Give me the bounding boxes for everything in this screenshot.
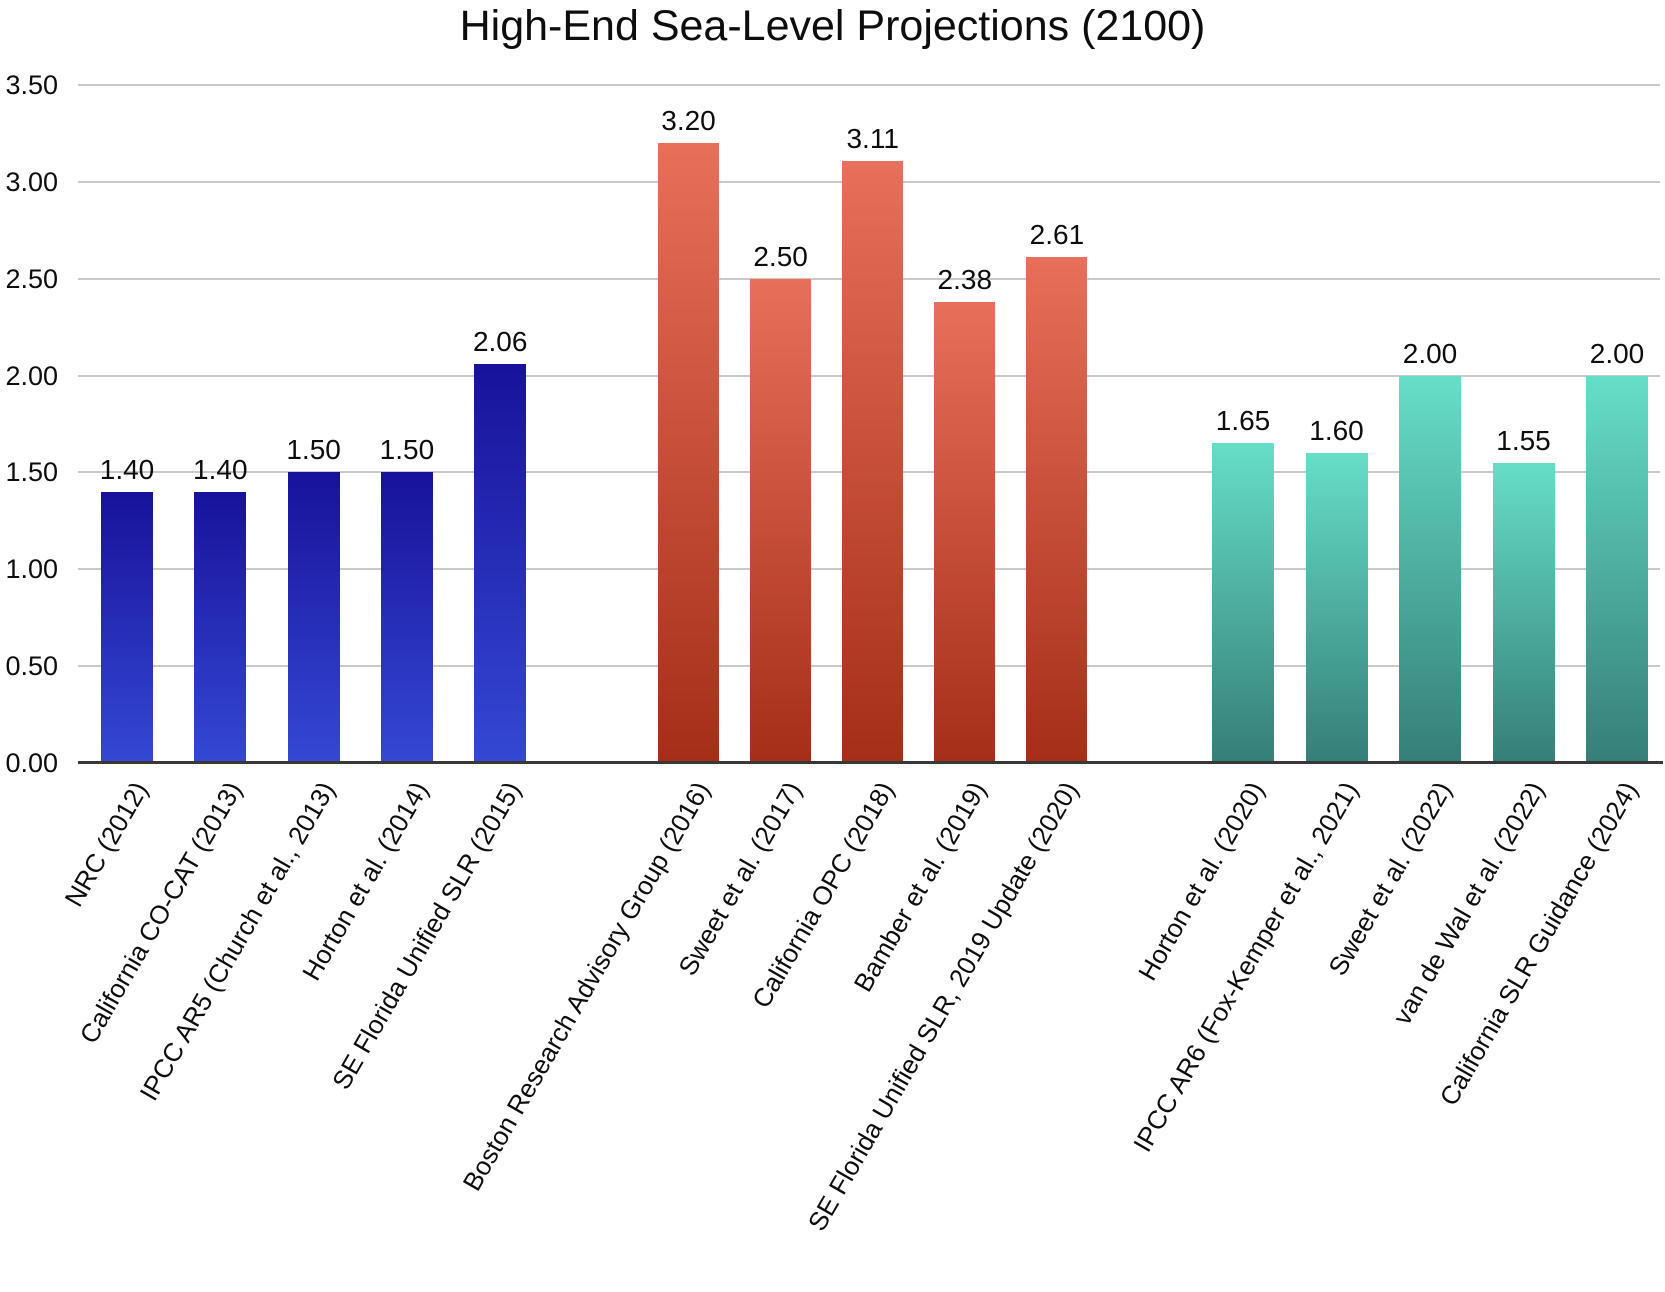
bar bbox=[1586, 375, 1648, 763]
bar bbox=[194, 491, 247, 763]
bar bbox=[1305, 453, 1368, 763]
gridline bbox=[78, 84, 1660, 86]
bar bbox=[474, 363, 527, 763]
x-axis-line bbox=[78, 761, 1663, 764]
bar-value-label: 2.50 bbox=[753, 240, 808, 272]
bar-value-label: 2.38 bbox=[937, 263, 993, 295]
bar-value-label: 1.60 bbox=[1309, 415, 1364, 447]
y-axis-tick-label: 2.00 bbox=[5, 360, 58, 391]
bar bbox=[934, 301, 996, 763]
x-axis-category-label: NRC (2012) bbox=[58, 776, 155, 912]
y-axis-tick-label: 2.50 bbox=[5, 263, 58, 294]
bar bbox=[1212, 443, 1274, 763]
bar-value-label: 1.65 bbox=[1215, 405, 1271, 437]
bar bbox=[1399, 375, 1461, 763]
bar bbox=[1026, 257, 1088, 763]
bar-value-label: 2.61 bbox=[1029, 219, 1085, 251]
chart-title: High-End Sea-Level Projections (2100) bbox=[459, 2, 1206, 50]
bar-value-label: 1.40 bbox=[99, 453, 155, 485]
bar bbox=[842, 160, 904, 763]
y-axis-tick-label: 3.50 bbox=[5, 70, 58, 100]
bar-value-label: 1.50 bbox=[286, 434, 341, 466]
bar-value-label: 2.00 bbox=[1402, 337, 1458, 369]
y-axis-tick-label: 3.00 bbox=[5, 166, 58, 197]
bar bbox=[1492, 462, 1555, 763]
bar bbox=[380, 472, 433, 763]
y-axis-tick-label: 1.00 bbox=[5, 554, 58, 585]
x-axis-category-label: California CO-CAT (2013) bbox=[73, 776, 248, 1049]
bar-value-label: 2.00 bbox=[1589, 337, 1645, 369]
bar-value-label: 1.50 bbox=[379, 434, 435, 466]
x-axis-category-label: IPCC AR5 (Church et al., 2013) bbox=[133, 776, 341, 1106]
bar bbox=[101, 491, 153, 763]
bar-value-label: 1.55 bbox=[1496, 424, 1551, 456]
bar bbox=[658, 143, 719, 763]
bar bbox=[750, 278, 812, 763]
y-axis-tick-label: 0.00 bbox=[5, 748, 58, 778]
bar-value-label: 2.06 bbox=[472, 325, 528, 357]
x-axis-category-label: California SLR Guidance (2024) bbox=[1433, 776, 1645, 1111]
bar-value-label: 1.40 bbox=[193, 453, 248, 485]
y-axis-tick-label: 0.50 bbox=[5, 651, 58, 682]
bar-value-label: 3.20 bbox=[661, 105, 716, 137]
bar bbox=[287, 472, 340, 763]
x-axis-category-label: SE Florida Unified SLR (2015) bbox=[326, 776, 528, 1095]
y-axis-tick-label: 1.50 bbox=[5, 457, 58, 488]
bar-value-label: 3.11 bbox=[846, 122, 899, 154]
